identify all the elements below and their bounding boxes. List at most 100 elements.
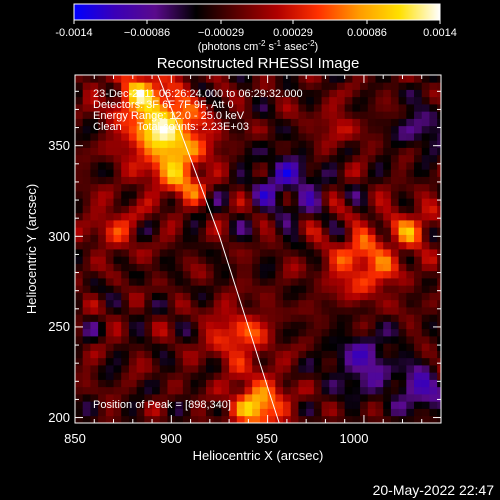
heatmap-cell (236, 147, 245, 156)
heatmap-cell (198, 263, 207, 272)
heatmap-cell (121, 104, 130, 112)
heatmap-cell (190, 394, 199, 402)
heatmap-cell (406, 104, 415, 112)
heatmap-cell (360, 328, 369, 337)
heatmap-cell (344, 89, 353, 98)
heatmap-cell (190, 75, 199, 83)
heatmap-cell (121, 343, 130, 351)
heatmap-cell (283, 198, 292, 206)
heatmap-cell (321, 234, 330, 243)
heatmap-cell (298, 249, 307, 257)
heatmap-cell (82, 169, 91, 177)
heatmap-cell (352, 379, 361, 388)
heatmap-cell (128, 169, 138, 177)
heatmap-cell (144, 249, 153, 257)
heatmap-cell (375, 292, 384, 301)
heatmap-cell (244, 278, 253, 286)
heatmap-cell (121, 89, 130, 98)
heatmap-cell (275, 183, 284, 192)
heatmap-cell (190, 220, 199, 228)
heatmap-cell (283, 314, 292, 322)
heatmap-cell (306, 314, 315, 322)
heatmap-cell (128, 176, 138, 185)
heatmap-cell (414, 205, 423, 214)
heatmap-cell (321, 401, 330, 409)
heatmap-cell (321, 191, 330, 199)
heatmap-cell (236, 125, 245, 134)
heatmap-cell (98, 321, 107, 330)
heatmap-cell (167, 336, 176, 344)
heatmap-cell (437, 394, 441, 402)
heatmap-cell (252, 183, 261, 192)
heatmap-cell (306, 147, 315, 156)
heatmap-cell (182, 82, 191, 90)
heatmap-cell (406, 140, 415, 148)
heatmap-cell (152, 205, 161, 214)
heatmap-cell (283, 278, 292, 286)
heatmap-cell (144, 183, 153, 192)
heatmap-cell (236, 234, 245, 243)
heatmap-cell (298, 169, 307, 177)
heatmap-cell (367, 292, 376, 301)
heatmap-cell (429, 241, 438, 250)
heatmap-cell (290, 198, 299, 206)
heatmap-cell (398, 183, 407, 192)
heatmap-cell (306, 82, 315, 90)
heatmap-cell (75, 234, 84, 243)
heatmap-cell (98, 154, 107, 163)
heatmap-cell (275, 336, 284, 344)
heatmap-cell (205, 125, 215, 134)
heatmap-cell (367, 89, 376, 98)
heatmap-cell (121, 328, 130, 337)
heatmap-cell (437, 147, 441, 156)
heatmap-cell (290, 343, 299, 351)
heatmap-cell (121, 162, 130, 170)
heatmap-cell (152, 82, 161, 90)
heatmap-cell (344, 365, 353, 373)
heatmap-cell (82, 147, 91, 156)
heatmap-cell (144, 125, 153, 134)
heatmap-cell (159, 285, 168, 293)
heatmap-cell (267, 401, 276, 409)
heatmap-cell (336, 234, 346, 243)
heatmap-cell (75, 111, 84, 119)
heatmap-cell (429, 321, 438, 330)
heatmap-cell (329, 328, 338, 337)
heatmap-cell (283, 104, 292, 112)
heatmap-cell (82, 372, 91, 380)
heatmap-cell (213, 220, 222, 228)
heatmap-cell (290, 314, 299, 322)
heatmap-cell (437, 191, 441, 199)
heatmap-cell (144, 169, 153, 177)
heatmap-cell (336, 162, 346, 170)
heatmap-cell (105, 227, 114, 235)
heatmap-cell (167, 256, 176, 264)
heatmap-cell (198, 140, 207, 148)
heatmap-cell (105, 191, 114, 199)
heatmap-cell (329, 299, 338, 308)
heatmap-cell (205, 212, 215, 221)
heatmap-cell (313, 147, 322, 156)
heatmap-cell (390, 176, 400, 185)
heatmap-cell (175, 176, 184, 185)
heatmap-cell (82, 198, 91, 206)
heatmap-cell (252, 263, 261, 272)
heatmap-cell (82, 234, 91, 243)
heatmap-cell (82, 125, 91, 134)
heatmap-cell (390, 227, 400, 235)
heatmap-cell (144, 227, 153, 235)
heatmap-cell (414, 133, 423, 141)
heatmap-cell (144, 256, 153, 264)
heatmap-cell (152, 169, 161, 177)
heatmap-cell (352, 227, 361, 235)
heatmap-cell (136, 96, 145, 105)
heatmap-cell (105, 133, 114, 141)
heatmap-cell (136, 133, 145, 141)
heatmap-cell (344, 220, 353, 228)
heatmap-cell (236, 408, 245, 417)
heatmap-cell (306, 372, 315, 380)
heatmap-cell (290, 401, 299, 409)
heatmap-cell (98, 125, 107, 134)
heatmap-cell (128, 299, 138, 308)
heatmap-cell (252, 256, 261, 264)
